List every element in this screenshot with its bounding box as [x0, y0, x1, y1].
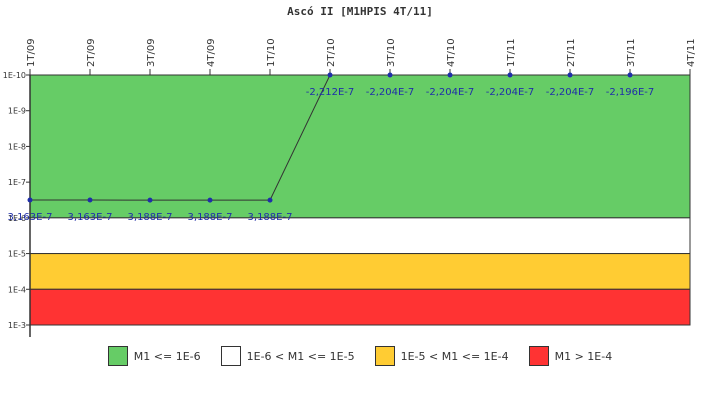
y-tick-label: 1E-9	[8, 107, 26, 116]
x-tick-label: 3T/09	[146, 38, 157, 67]
x-tick-label: 2T/10	[326, 38, 337, 67]
legend-item: M1 > 1E-4	[528, 346, 613, 366]
data-point	[387, 72, 393, 78]
band-3	[29, 288, 691, 326]
y-tick-label: 1E-5	[8, 250, 26, 259]
y-tick-label: 1E-8	[8, 142, 26, 151]
data-point	[627, 72, 633, 78]
legend-swatch	[528, 346, 549, 366]
legend: M1 <= 1E-6 1E-6 < M1 <= 1E-5 1E-5 < M1 <= …	[0, 344, 720, 368]
x-tick-label: 2T/09	[86, 38, 97, 67]
data-label: 3,188E-7	[188, 212, 233, 223]
data-label: 3,163E-7	[68, 212, 113, 223]
data-labels: 3,163E-7 3,163E-7 3,188E-7 3,188E-7 3,188E-7…	[8, 87, 655, 223]
data-point	[567, 72, 573, 78]
data-label: -2,204E-7	[426, 87, 475, 98]
legend-swatch	[220, 346, 241, 366]
x-tick-label: 3T/11	[626, 38, 637, 67]
y-tick-label: 1E-6	[8, 214, 26, 223]
data-point	[267, 197, 273, 203]
legend-label: 1E-6 < M1 <= 1E-5	[246, 349, 355, 363]
x-tick-label: 2T/11	[566, 38, 577, 67]
legend-item: 1E-6 < M1 <= 1E-5	[220, 346, 355, 366]
legend-label: M1 <= 1E-6	[133, 349, 201, 363]
data-label: -2,204E-7	[486, 87, 535, 98]
band-1	[29, 217, 691, 255]
x-tick-label: 1T/11	[506, 38, 517, 67]
y-tick-label: 1E-7	[8, 178, 26, 187]
legend-swatch	[107, 346, 128, 366]
data-label: -2,196E-7	[606, 87, 655, 98]
y-tick-label: 1E-10	[3, 71, 26, 80]
data-point	[27, 197, 33, 203]
data-point	[207, 197, 213, 203]
legend-swatch	[374, 346, 395, 366]
x-tick-label: 4T/10	[446, 38, 457, 67]
data-label: 3,163E-7	[8, 212, 53, 223]
band-2	[29, 253, 691, 290]
y-tick-label: 1E-4	[8, 285, 26, 294]
data-point	[447, 72, 453, 78]
legend-label: 1E-5 < M1 <= 1E-4	[400, 349, 509, 363]
chart-title: Ascó II [M1HPIS 4T/11]	[287, 5, 433, 18]
legend-item: 1E-5 < M1 <= 1E-4	[374, 346, 509, 366]
band-0	[29, 74, 691, 219]
data-label: 3,188E-7	[248, 212, 293, 223]
risk-bands	[29, 74, 691, 326]
legend-label: M1 > 1E-4	[554, 349, 613, 363]
data-label: 3,188E-7	[128, 212, 173, 223]
data-point	[147, 197, 153, 203]
data-label: -2,204E-7	[546, 87, 595, 98]
x-tick-label: 1T/10	[266, 38, 277, 67]
x-tick-label: 4T/11	[686, 38, 697, 67]
x-tick-label: 1T/09	[26, 38, 37, 67]
data-point	[327, 72, 333, 78]
x-tick-label: 4T/09	[206, 38, 217, 67]
x-tick-label: 3T/10	[386, 38, 397, 67]
chart: Ascó II [M1HPIS 4T/11] 1T/09 2T/09 3T/09 4T…	[3, 5, 697, 337]
data-points	[27, 72, 633, 203]
data-label: -2,212E-7	[306, 87, 355, 98]
data-point	[507, 72, 513, 78]
y-tick-label: 1E-3	[8, 321, 26, 330]
data-point	[87, 197, 93, 203]
data-label: -2,204E-7	[366, 87, 415, 98]
legend-item: M1 <= 1E-6	[107, 346, 201, 366]
